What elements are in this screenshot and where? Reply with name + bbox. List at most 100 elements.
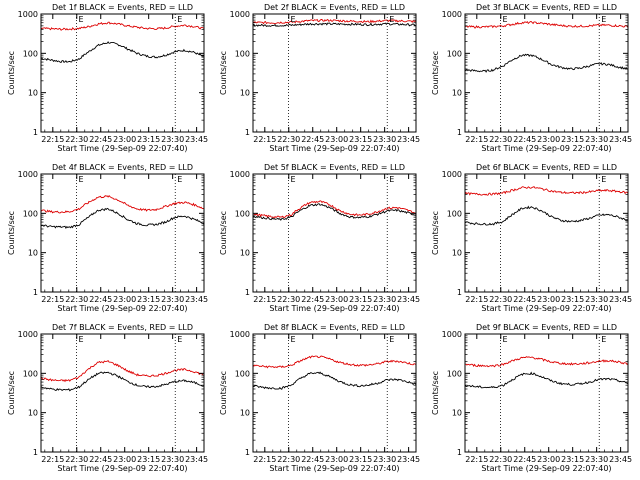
series-events-line [40,371,205,392]
x-tick-label: 23:15 [137,455,160,464]
panel-det-4: Det 4f BLACK = Events, RED = LLD E E 1 10 100… [7,163,208,313]
x-tick-label: 22:30 [489,455,512,464]
plot-frame [464,173,629,293]
panel-title: Det 9f BLACK = Events, RED = LLD [476,323,617,332]
x-tick-label: 22:15 [465,295,488,304]
x-tick-label: 23:15 [349,295,372,304]
y-tick-label: 100 [23,209,38,218]
x-tick-label: 22:15 [253,295,276,304]
y-tick-label: 10 [240,89,250,98]
y-tick-label: 1 [245,128,250,137]
marker-label: E [177,15,182,24]
x-tick-label: 23:30 [373,135,396,144]
series-events-line [252,22,417,27]
y-tick-label: 100 [23,49,38,58]
x-tick-label: 23:45 [185,135,208,144]
series-lld-line [252,355,417,369]
x-tick-label: 23:30 [161,455,184,464]
panel-title: Det 7f BLACK = Events, RED = LLD [52,323,193,332]
y-tick-label: 1000 [442,170,462,179]
x-tick-label: 22:15 [41,455,64,464]
x-tick-label: 23:30 [161,135,184,144]
y-tick-label: 100 [447,369,462,378]
x-tick-label: 23:00 [113,135,136,144]
x-tick-label: 22:45 [513,135,536,144]
plot-frame [40,173,205,293]
panel-det-6: Det 6f BLACK = Events, RED = LLD E E 1 10 100… [431,163,632,313]
x-tick-label: 23:00 [113,295,136,304]
y-tick-label: 1000 [18,10,38,19]
x-tick-label: 23:15 [349,455,372,464]
series-events-line [464,205,629,226]
y-tick-label: 10 [452,249,462,258]
panel-det-5: Det 5f BLACK = Events, RED = LLD E E 1 10 100… [219,163,420,313]
x-axis-label: Start Time (29-Sep-09 22:07:40) [57,304,187,313]
x-tick-label: 22:30 [489,135,512,144]
y-tick-label: 10 [240,409,250,418]
y-tick-label: 100 [235,209,250,218]
x-axis-label: Start Time (29-Sep-09 22:07:40) [481,464,611,473]
x-axis-label: Start Time (29-Sep-09 22:07:40) [57,464,187,473]
marker-label: E [502,15,507,24]
panel-det-1: Det 1f BLACK = Events, RED = LLD E E 1 10 100… [7,3,208,153]
series-events-line [464,371,629,389]
y-tick-label: 1 [457,288,462,297]
y-tick-label: 1 [245,288,250,297]
y-tick-label: 1000 [230,10,250,19]
x-tick-label: 22:45 [89,455,112,464]
x-axis-label: Start Time (29-Sep-09 22:07:40) [269,304,399,313]
marker-label: E [78,335,83,344]
y-tick-label: 100 [447,49,462,58]
y-tick-label: 100 [447,209,462,218]
y-axis-label: Counts/sec [219,211,228,255]
marker-label: E [389,335,394,344]
x-tick-label: 22:30 [277,295,300,304]
panel-title: Det 2f BLACK = Events, RED = LLD [264,3,405,12]
x-tick-label: 22:45 [301,295,324,304]
x-tick-label: 22:30 [277,135,300,144]
marker-label: E [502,335,507,344]
x-tick-label: 22:45 [513,295,536,304]
y-tick-label: 100 [235,49,250,58]
marker-label: E [389,175,394,184]
y-tick-label: 1000 [442,10,462,19]
x-tick-label: 22:15 [41,135,64,144]
panel-det-7: Det 7f BLACK = Events, RED = LLD E E 1 10 100… [7,323,208,473]
series-events-line [464,53,629,73]
x-tick-label: 23:30 [585,455,608,464]
marker-label: E [389,15,394,24]
y-tick-label: 10 [452,89,462,98]
y-tick-label: 1 [457,448,462,457]
plot-frame [40,13,205,133]
marker-label: E [78,175,83,184]
series-lld-line [252,200,417,219]
plot-frame [464,333,629,453]
x-tick-label: 23:30 [585,295,608,304]
marker-label: E [601,335,606,344]
x-tick-label: 23:15 [137,295,160,304]
x-tick-label: 22:45 [301,135,324,144]
y-tick-label: 1000 [442,330,462,339]
x-tick-label: 22:30 [489,295,512,304]
y-axis-label: Counts/sec [7,211,16,255]
plot-frame [40,333,205,453]
marker-label: E [290,335,295,344]
series-lld-line [40,359,205,383]
plot-frame [252,13,417,133]
x-tick-label: 23:00 [325,455,348,464]
marker-label: E [601,15,606,24]
x-tick-label: 23:30 [161,295,184,304]
x-tick-label: 23:45 [609,455,632,464]
series-events-line [40,207,205,229]
x-axis-label: Start Time (29-Sep-09 22:07:40) [481,144,611,153]
y-tick-label: 1 [33,128,38,137]
marker-label: E [601,175,606,184]
x-tick-label: 23:15 [561,135,584,144]
x-tick-label: 23:00 [113,455,136,464]
series-lld-line [40,21,205,31]
panel-det-8: Det 8f BLACK = Events, RED = LLD E E 1 10 100… [219,323,420,473]
y-tick-label: 1000 [230,170,250,179]
y-tick-label: 10 [28,249,38,258]
y-axis-label: Counts/sec [431,371,440,415]
series-events-line [252,203,417,221]
